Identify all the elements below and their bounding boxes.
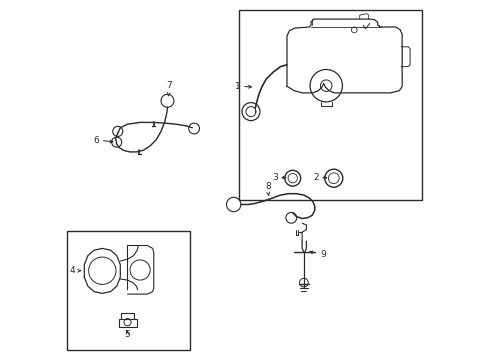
Bar	[239, 10, 422, 200]
Text: 8: 8	[264, 182, 270, 191]
Text: 3: 3	[272, 173, 277, 182]
Text: 6: 6	[93, 136, 99, 145]
Text: 7: 7	[166, 81, 171, 90]
Text: 5: 5	[124, 330, 130, 339]
Text: 1: 1	[235, 82, 241, 91]
Text: 4: 4	[69, 266, 75, 275]
Text: 2: 2	[313, 173, 318, 182]
Bar	[67, 231, 189, 350]
Text: 9: 9	[320, 251, 326, 259]
